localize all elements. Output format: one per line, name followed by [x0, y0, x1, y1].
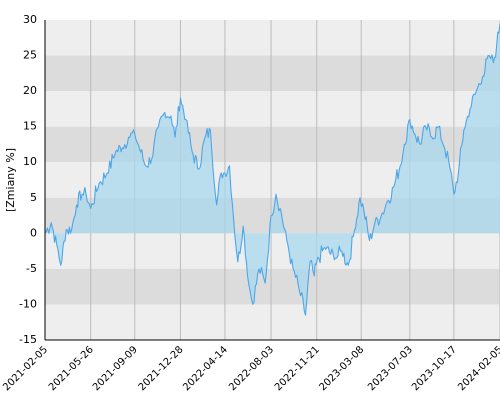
x-tick-label: 2021-09-09: [91, 344, 140, 393]
y-axis-ticks: 30 25 20 15 10 5 0 -5 -10 -15: [19, 13, 37, 346]
grid-band: [45, 268, 500, 305]
y-tick-label: 30: [23, 13, 37, 26]
grid-band: [45, 55, 500, 92]
x-tick-label: 2022-11-21: [273, 344, 322, 393]
y-tick-label: -10: [19, 297, 37, 310]
grid-band: [45, 233, 500, 269]
grid-band: [45, 20, 500, 56]
x-axis-ticks: 2021-02-052021-05-262021-09-092021-12-28…: [1, 344, 500, 393]
x-tick-label: 2024-02-05: [456, 344, 500, 393]
series-line: [44, 23, 500, 316]
grid-band: [45, 304, 500, 340]
x-tick-label: 2022-04-14: [181, 344, 230, 393]
series-area: [45, 23, 500, 316]
plot-series: [44, 23, 500, 316]
y-tick-label: 0: [30, 226, 37, 239]
y-tick-label: -5: [26, 262, 37, 275]
y-tick-label: 5: [30, 191, 37, 204]
x-tick-label: 2022-08-03: [227, 344, 276, 393]
x-tick-label: 2023-10-17: [410, 344, 459, 393]
x-tick-label: 2021-12-28: [137, 344, 186, 393]
y-tick-label: 25: [23, 49, 37, 62]
x-tick-label: 2021-05-26: [47, 344, 96, 393]
x-tick-label: 2023-07-03: [366, 344, 415, 393]
plot-frame: [44, 20, 500, 341]
x-tick-label: 2021-02-05: [1, 344, 50, 393]
grid-band: [45, 91, 500, 127]
y-tick-label: -15: [19, 333, 37, 346]
x-tick-label: 2023-03-08: [317, 344, 366, 393]
y-tick-label: 10: [23, 155, 37, 168]
y-tick-label: 20: [23, 84, 37, 97]
y-axis-title: [Zmiany %]: [4, 148, 17, 212]
y-tick-label: 15: [23, 120, 37, 133]
